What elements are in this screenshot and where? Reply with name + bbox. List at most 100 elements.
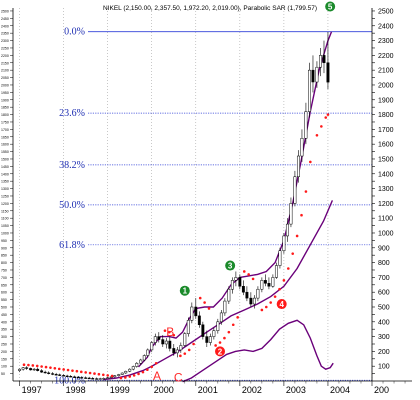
x-tick-label: 2004 bbox=[330, 385, 350, 395]
candle-body bbox=[164, 340, 168, 345]
y-tick-label-right: 300 bbox=[378, 334, 390, 341]
y-tick-label-right: 2000 bbox=[378, 82, 394, 89]
wave-circle bbox=[179, 285, 190, 296]
y-tick-label-left: 1300 bbox=[1, 187, 9, 191]
y-tick-label-right: 700 bbox=[378, 275, 390, 282]
y-tick-label-left: 1900 bbox=[1, 98, 9, 102]
sar-dot bbox=[300, 213, 303, 217]
y-tick-label-left: 850 bbox=[1, 254, 7, 258]
candle-body bbox=[319, 55, 322, 68]
x-tick-label: 1999 bbox=[110, 385, 130, 395]
sar-dot bbox=[146, 368, 149, 372]
candle-body bbox=[205, 336, 209, 343]
candle-body bbox=[161, 339, 165, 345]
y-tick-label-left: 100 bbox=[1, 365, 7, 369]
candle-body bbox=[271, 277, 275, 287]
y-tick-label-right: 1200 bbox=[378, 201, 394, 208]
sar-dot bbox=[273, 295, 277, 298]
candle-body bbox=[65, 375, 69, 378]
y-tick-label-left: 600 bbox=[1, 291, 7, 295]
sar-dot bbox=[110, 374, 114, 378]
sar-dot bbox=[324, 116, 328, 119]
sar-dot bbox=[150, 365, 154, 369]
y-tick-label-right: 400 bbox=[378, 319, 390, 326]
sar-dot bbox=[287, 267, 290, 270]
sar-dot bbox=[264, 305, 268, 309]
candle-body bbox=[267, 283, 271, 287]
y-tick-label-right: 1900 bbox=[378, 97, 394, 104]
y-tick-label-left: 2400 bbox=[1, 24, 9, 28]
candle-body bbox=[186, 320, 190, 334]
candle-body bbox=[274, 265, 278, 278]
candle-body bbox=[227, 288, 231, 302]
sar-dot bbox=[242, 270, 246, 273]
y-tick-label-left: 150 bbox=[1, 357, 7, 361]
x-tick-label: 2000 bbox=[154, 385, 174, 395]
candle-body bbox=[29, 368, 33, 371]
correction-circle bbox=[215, 346, 226, 357]
y-tick-label-left: 1450 bbox=[1, 165, 9, 169]
y-tick-label-right: 500 bbox=[378, 304, 390, 311]
y-tick-label-left: 1200 bbox=[1, 202, 9, 206]
y-tick-label-left: 250 bbox=[1, 342, 7, 346]
candle-body bbox=[43, 371, 47, 374]
sar-dot bbox=[27, 363, 30, 367]
y-tick-label-left: 200 bbox=[1, 350, 7, 354]
candle-body bbox=[234, 277, 238, 281]
sar-dot bbox=[227, 330, 231, 334]
candle-body bbox=[157, 336, 161, 340]
candle-body bbox=[124, 370, 128, 374]
candle-body bbox=[311, 69, 315, 83]
wave-label: 5 bbox=[328, 3, 333, 12]
y-tick-label-right: 1800 bbox=[378, 112, 394, 119]
fib-level-label: 61.8% bbox=[59, 240, 85, 251]
sar-dot bbox=[320, 125, 323, 128]
x-tick-label: 2003 bbox=[286, 385, 306, 395]
sar-dot bbox=[84, 371, 87, 374]
candle-body bbox=[183, 333, 187, 346]
y-tick-label-left: 1650 bbox=[1, 135, 9, 139]
sar-dot bbox=[44, 365, 48, 369]
y-tick-label-left: 50 bbox=[1, 372, 5, 376]
y-tick-label-left: 2350 bbox=[1, 32, 9, 36]
sar-dot bbox=[203, 301, 206, 304]
sar-dot bbox=[207, 307, 211, 310]
y-tick-label-right: 600 bbox=[378, 290, 390, 297]
candle-body bbox=[278, 250, 282, 266]
y-tick-label-left: 1000 bbox=[1, 231, 9, 235]
y-tick-label-right: 900 bbox=[378, 245, 390, 252]
candle-body bbox=[238, 277, 242, 287]
candle-body bbox=[263, 280, 267, 284]
axes-layer: 50 100 100 150 200 200 250 300 300 350 400 400 450 50… bbox=[1, 8, 412, 395]
candle-body bbox=[25, 367, 29, 369]
sar-dot bbox=[35, 364, 39, 368]
y-tick-label-right: 1100 bbox=[378, 216, 393, 223]
y-tick-label-right: 1700 bbox=[378, 127, 394, 134]
candle-body bbox=[219, 312, 223, 323]
candles-layer bbox=[18, 32, 330, 380]
sar-dot bbox=[102, 373, 105, 377]
wave-label: 3 bbox=[228, 262, 233, 271]
sar-dot bbox=[187, 348, 191, 352]
candle-body bbox=[249, 297, 253, 305]
candle-body bbox=[153, 336, 157, 343]
correction-label: C bbox=[174, 370, 183, 384]
fib-level-label: 0.0% bbox=[64, 27, 85, 38]
candle-body bbox=[197, 315, 201, 326]
candle-body bbox=[106, 377, 110, 379]
y-tick-label-left: 1750 bbox=[1, 120, 9, 124]
candle-body bbox=[315, 66, 319, 83]
sar-dot bbox=[192, 342, 195, 346]
candle-body bbox=[40, 370, 44, 373]
fib-level-label: 23.6% bbox=[59, 108, 85, 119]
y-tick-label-left: 1100 bbox=[1, 217, 9, 221]
chart-title: NIKEL (2,150.00, 2,357.50, 1,972.20, 2,0… bbox=[103, 5, 317, 12]
candle-body bbox=[308, 69, 311, 112]
candle-body bbox=[58, 374, 62, 376]
y-tick-label-left: 1950 bbox=[1, 91, 9, 95]
y-tick-label-left: 300 bbox=[1, 335, 7, 339]
y-tick-label-left: 1800 bbox=[1, 113, 9, 117]
sar-dot bbox=[154, 361, 158, 365]
correction-circle bbox=[276, 299, 287, 310]
wave-circle bbox=[325, 1, 336, 12]
